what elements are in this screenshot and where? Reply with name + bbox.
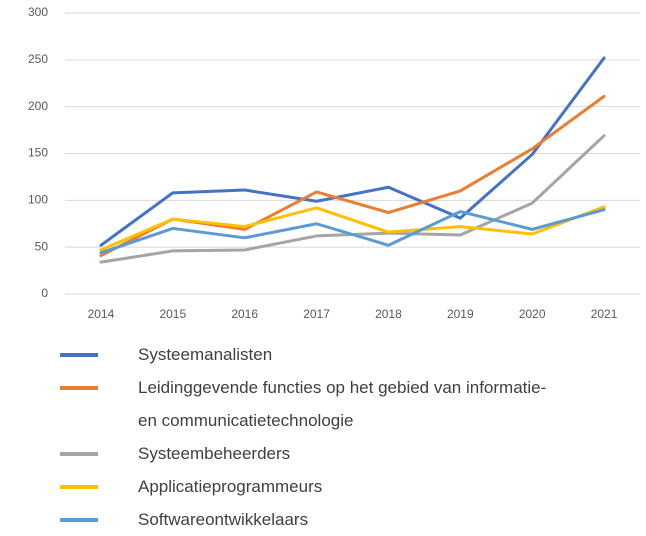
legend-swatch	[60, 485, 98, 489]
x-tick-label: 2018	[375, 307, 402, 321]
x-tick-label: 2020	[519, 307, 546, 321]
chart: 0 50 100 150 200 250 300 2014 2015 2016 2017 2018 20…	[28, 5, 640, 321]
legend-swatch	[60, 353, 98, 357]
x-tick-label: 2021	[591, 307, 618, 321]
x-tick-label: 2017	[303, 307, 330, 321]
y-tick-label: 0	[41, 286, 48, 300]
legend-entry: Systeembeheerders	[0, 437, 646, 470]
legend-entry: Applicatieprogrammeurs	[0, 470, 646, 503]
series-line	[99, 56, 606, 247]
x-tick-label: 2016	[231, 307, 258, 321]
series-line	[99, 205, 606, 252]
legend-entry: Leidinggevende functies op het gebied va…	[0, 371, 646, 437]
y-tick-label: 250	[28, 52, 48, 66]
series-line	[99, 134, 606, 264]
legend-entry: Systeemanalisten	[0, 338, 646, 371]
y-tick-label: 50	[35, 239, 49, 253]
legend: Systeemanalisten Leidinggevende functies …	[0, 338, 646, 536]
y-tick-label: 100	[28, 193, 48, 207]
legend-swatch	[60, 518, 98, 522]
legend-label: Applicatieprogrammeurs	[138, 477, 323, 496]
legend-label: Systeembeheerders	[138, 444, 291, 463]
y-tick-label: 150	[28, 146, 48, 160]
legend-entry: Softwareontwikkelaars	[0, 503, 646, 536]
legend-label: Systeemanalisten	[138, 345, 273, 364]
y-tick-label: 200	[28, 99, 48, 113]
legend-label: Softwareontwikkelaars	[138, 510, 309, 529]
y-tick-label: 300	[28, 5, 48, 19]
x-tick-label: 2014	[88, 307, 115, 321]
series-line	[99, 208, 606, 255]
legend-swatch	[60, 386, 98, 390]
legend-swatch	[60, 452, 98, 456]
legend-label: Leidinggevende functies op het gebied va…	[138, 378, 547, 430]
x-tick-label: 2019	[447, 307, 474, 321]
x-tick-label: 2015	[159, 307, 186, 321]
series-line	[99, 94, 606, 258]
